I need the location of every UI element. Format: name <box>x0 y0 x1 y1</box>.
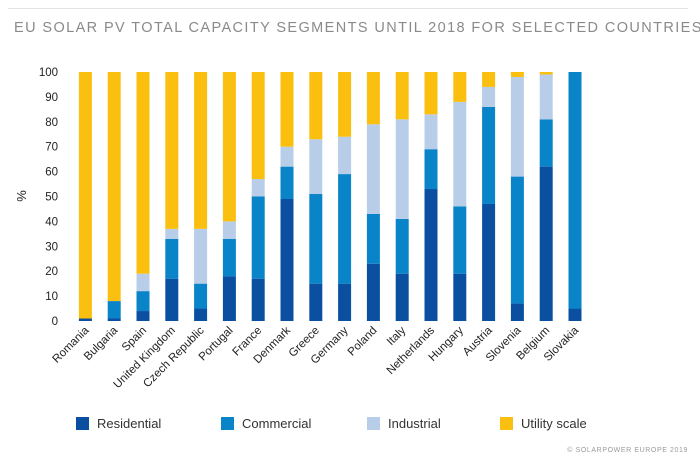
y-axis-label: % <box>14 190 29 202</box>
y-tick-label: 90 <box>45 92 58 104</box>
bar-residential <box>510 303 524 321</box>
bar-commercial <box>251 196 265 279</box>
bar-utility-scale <box>280 72 294 147</box>
bar-commercial <box>136 291 150 312</box>
bar-residential <box>568 308 582 321</box>
bar-utility-scale <box>78 72 92 319</box>
bar-industrial <box>482 86 496 107</box>
bar-residential <box>539 166 553 321</box>
bar-residential <box>78 318 92 321</box>
bar-utility-scale <box>366 72 380 125</box>
bar-residential <box>482 203 496 321</box>
legend-swatch <box>500 417 513 430</box>
y-tick-label: 100 <box>39 67 58 79</box>
bar-industrial <box>395 119 409 219</box>
bar-residential <box>309 283 323 321</box>
bar-industrial <box>539 74 553 120</box>
bar-industrial <box>222 221 236 239</box>
bar-residential <box>280 198 294 321</box>
chart-title: EU SOLAR PV TOTAL CAPACITY SEGMENTS UNTI… <box>14 20 700 36</box>
bar-residential <box>107 318 121 321</box>
bar-commercial <box>510 176 524 304</box>
bar-commercial <box>366 213 380 264</box>
bar-residential <box>136 311 150 321</box>
legend-swatch <box>76 417 89 430</box>
bar-commercial <box>338 174 352 284</box>
x-tick-label: Poland <box>346 325 380 359</box>
top-rule <box>8 8 688 9</box>
bar-utility-scale <box>107 72 121 302</box>
y-tick-label: 30 <box>45 241 58 253</box>
bar-residential <box>251 278 265 321</box>
legend-label: Residential <box>97 416 162 431</box>
bar-commercial <box>107 301 121 319</box>
legend-label: Commercial <box>242 416 312 431</box>
bar-utility-scale <box>251 72 265 180</box>
legend-swatch <box>367 417 380 430</box>
y-tick-label: 80 <box>45 117 58 129</box>
legend-item: Residential <box>76 416 161 431</box>
legend-item: Commercial <box>221 416 311 431</box>
bar-commercial <box>165 238 179 279</box>
credit: © SOLARPOWER EUROPE 2019 <box>567 447 688 454</box>
bar-residential <box>222 276 236 321</box>
bar-utility-scale <box>165 72 179 229</box>
y-tick-label: 10 <box>45 291 58 303</box>
bar-commercial <box>453 206 467 274</box>
bar-utility-scale <box>136 72 150 274</box>
bar-utility-scale <box>510 72 524 77</box>
bar-commercial <box>280 166 294 199</box>
bar-industrial <box>366 124 380 214</box>
bar-commercial <box>424 149 438 190</box>
bar-commercial <box>568 72 582 309</box>
bar-commercial <box>539 119 553 167</box>
bar-utility-scale <box>539 72 553 75</box>
bar-residential <box>338 283 352 321</box>
bar-residential <box>194 308 208 321</box>
bar-industrial <box>510 76 524 177</box>
bar-industrial <box>338 136 352 175</box>
bar-commercial <box>222 238 236 277</box>
bar-utility-scale <box>194 72 208 229</box>
legend-swatch <box>221 417 234 430</box>
legend: Residential Commercial Industrial Utility s… <box>0 416 700 440</box>
bar-residential <box>395 273 409 321</box>
legend-label: Industrial <box>388 416 441 431</box>
bar-utility-scale <box>309 72 323 140</box>
legend-item: Industrial <box>367 416 441 431</box>
bar-utility-scale <box>222 72 236 222</box>
bar-residential <box>165 278 179 321</box>
bar-industrial <box>165 228 179 239</box>
bar-utility-scale <box>338 72 352 137</box>
bar-industrial <box>194 228 208 284</box>
bar-utility-scale <box>453 72 467 102</box>
x-tick-label: Italy <box>385 324 409 348</box>
bar-industrial <box>424 114 438 150</box>
bar-industrial <box>453 101 467 207</box>
bar-industrial <box>280 146 294 167</box>
legend-item: Utility scale <box>500 416 587 431</box>
bar-utility-scale <box>482 72 496 87</box>
bar-residential <box>424 189 438 321</box>
bar-commercial <box>309 194 323 284</box>
bar-residential <box>453 273 467 321</box>
y-tick-label: 40 <box>45 216 58 228</box>
y-tick-label: 60 <box>45 167 58 179</box>
bar-industrial <box>136 273 150 292</box>
bar-commercial <box>194 283 208 309</box>
bar-industrial <box>309 139 323 195</box>
bar-commercial <box>395 218 409 274</box>
y-tick-label: 50 <box>45 192 58 204</box>
bar-utility-scale <box>424 72 438 115</box>
y-tick-label: 20 <box>45 266 58 278</box>
bar-utility-scale <box>395 72 409 120</box>
bar-commercial <box>482 106 496 204</box>
legend-label: Utility scale <box>521 416 587 431</box>
y-tick-label: 0 <box>52 316 58 328</box>
bar-industrial <box>251 179 265 197</box>
y-tick-label: 70 <box>45 142 58 154</box>
bar-residential <box>366 263 380 321</box>
